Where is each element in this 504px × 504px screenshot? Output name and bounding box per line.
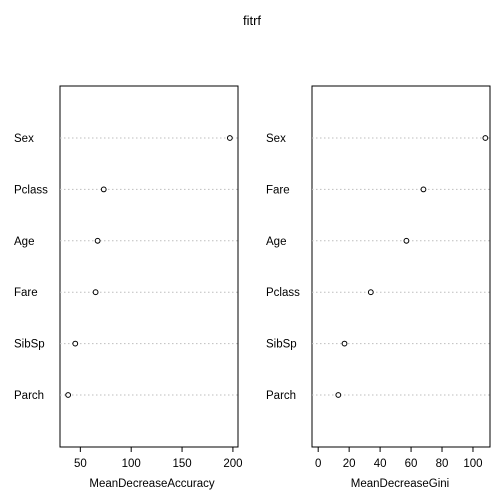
x-tick-label: 0 (315, 458, 321, 470)
data-point (403, 237, 410, 244)
data-point (367, 289, 374, 296)
data-point (335, 392, 342, 398)
category-label: Fare (266, 184, 290, 196)
x-tick-label: 20 (343, 458, 356, 470)
x-tick-label: 50 (74, 458, 87, 470)
data-point (72, 340, 79, 347)
x-axis-label: MeanDecreaseAccuracy (89, 478, 215, 490)
panel-mean-decrease-accuracy: Sex Pclass Age Fare SibSp Parch 50 100 150 200 Mea… (14, 85, 243, 490)
category-label: SibSp (14, 339, 45, 351)
category-label: Pclass (14, 184, 48, 196)
category-label: Parch (266, 390, 296, 402)
data-point (420, 186, 427, 193)
data-point (65, 392, 72, 398)
data-point (100, 186, 107, 193)
x-tick-label: 80 (436, 458, 449, 470)
category-label: Fare (14, 287, 38, 299)
x-tick-label: 100 (463, 458, 482, 470)
data-point (341, 340, 348, 347)
category-label: SibSp (266, 339, 297, 351)
data-point (94, 237, 101, 244)
panel-mean-decrease-gini: Sex Fare Age Pclass SibSp Parch 0 20 40 60 80 100 Me… (266, 85, 491, 490)
chart-title: fitrf (243, 13, 261, 28)
category-label: Age (14, 236, 34, 248)
data-point (226, 135, 233, 141)
x-tick-label: 200 (223, 458, 242, 470)
category-label: Sex (266, 133, 286, 145)
x-tick-label: 150 (172, 458, 191, 470)
data-point (482, 135, 489, 141)
category-label: Parch (14, 390, 44, 402)
category-label: Age (266, 236, 286, 248)
category-label: Pclass (266, 287, 300, 299)
x-tick-label: 40 (374, 458, 387, 470)
data-point (92, 289, 99, 296)
x-tick-label: 100 (122, 458, 141, 470)
plot-frame (59, 85, 239, 448)
x-axis-label: MeanDecreaseGini (351, 478, 449, 490)
category-label: Sex (14, 133, 34, 145)
x-tick-label: 60 (405, 458, 418, 470)
